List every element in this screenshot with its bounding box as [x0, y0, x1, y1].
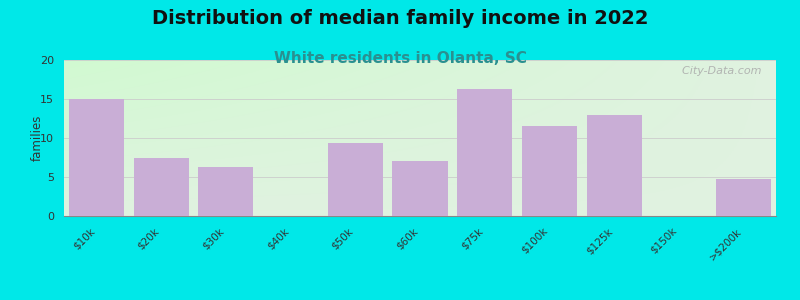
Bar	[328, 143, 382, 216]
Text: City-Data.com: City-Data.com	[675, 66, 762, 76]
Text: White residents in Olanta, SC: White residents in Olanta, SC	[274, 51, 526, 66]
Bar	[393, 161, 447, 216]
Text: Distribution of median family income in 2022: Distribution of median family income in …	[152, 9, 648, 28]
Bar	[586, 115, 642, 216]
Bar	[69, 99, 124, 216]
Bar	[198, 167, 254, 216]
Bar	[134, 158, 189, 216]
Bar	[458, 89, 512, 216]
Y-axis label: families: families	[31, 115, 44, 161]
Bar	[522, 126, 577, 216]
Bar	[716, 178, 771, 216]
